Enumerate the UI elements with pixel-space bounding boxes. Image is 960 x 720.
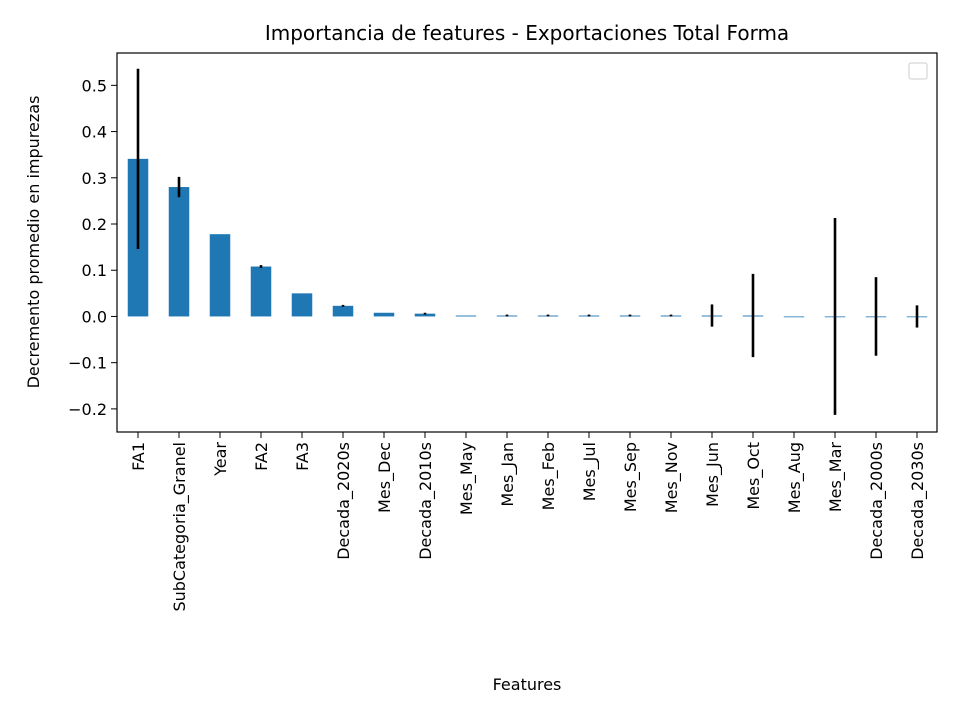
x-tick-label: Decada_2000s [867,442,887,560]
x-tick-label: Mes_Oct [744,442,764,510]
x-tick-label: Mes_Mar [826,442,846,513]
x-tick-label: Mes_May [457,442,477,515]
x-tick-label: FA1 [129,442,148,471]
bar-FA3 [291,293,313,317]
y-tick-label: 0.2 [82,215,107,234]
x-tick-label: FA3 [293,442,312,471]
bar-Mes_Aug [783,316,805,318]
plot-frame [116,52,938,433]
x-tick-label: Mes_Aug [785,442,805,513]
x-tick-label: Mes_Jun [703,442,723,507]
y-tick-label: 0.0 [82,307,107,326]
x-tick-label: Decada_2010s [416,442,436,560]
chart-title: Importancia de features - Exportaciones … [265,21,789,45]
x-tick-label: Mes_Feb [539,442,559,510]
x-tick-label: Mes_Dec [375,442,395,513]
y-tick-label: 0.1 [82,261,107,280]
x-tick-label: Mes_Nov [662,442,682,513]
x-tick-label: Mes_Jul [580,442,600,501]
x-tick-label: Year [211,442,230,477]
x-tick-label: FA2 [252,442,271,471]
bar-Decada_2010s [414,313,436,317]
x-tick-label: Decada_2020s [334,442,354,560]
bar-Decada_2020s [332,305,354,317]
bar-Mes_May [455,315,477,317]
x-tick-label: Mes_Sep [621,442,641,512]
x-tick-label: SubCategoria_Granel [170,442,190,612]
x-tick-label: Decada_2030s [908,442,928,560]
bar-FA2 [250,266,272,317]
y-tick-label: 0.4 [82,123,107,142]
x-tick-label: Mes_Jan [498,442,518,507]
y-tick-label: 0.5 [82,76,107,95]
x-axis-label: Features [493,675,562,694]
y-tick-label: −0.2 [68,400,107,419]
legend-box [908,62,928,80]
y-tick-label: −0.1 [68,354,107,373]
plot-area [127,68,928,415]
bar-Year [209,234,231,317]
y-axis-label: Decremento promedio en impurezas [24,96,43,389]
y-tick-label: 0.3 [82,169,107,188]
bar-SubCategoria_Granel [168,187,190,317]
bar-Mes_Dec [373,312,395,317]
